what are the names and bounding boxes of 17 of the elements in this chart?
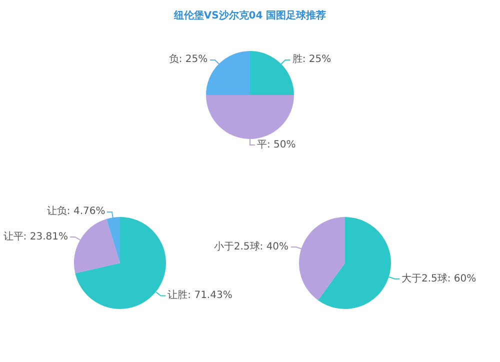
slice-label: 小于2.5球 (214, 240, 260, 253)
data-label: : 25% (178, 54, 208, 66)
data-label: : 23.81% (23, 232, 68, 243)
slice-label: 让负 (46, 205, 67, 218)
data-label: : 4.76% (66, 206, 106, 218)
data-label: : 60% (447, 274, 476, 285)
data-label: : 50% (267, 140, 296, 151)
slice-label: 胜 (292, 53, 302, 66)
data-label: : 71.43% (188, 290, 232, 302)
slice-label: 让平 (3, 230, 24, 243)
slice-label: 平 (257, 140, 267, 151)
slice-label: 负 (168, 53, 179, 66)
slice-label: 大于2.5球 (401, 272, 448, 285)
data-label: : 40% (260, 242, 289, 253)
data-label: : 25% (302, 54, 332, 66)
slice-label: 让胜 (168, 289, 188, 302)
chart-title: 纽伦堡VS沙尔克04 国图足球推荐 (172, 10, 326, 22)
